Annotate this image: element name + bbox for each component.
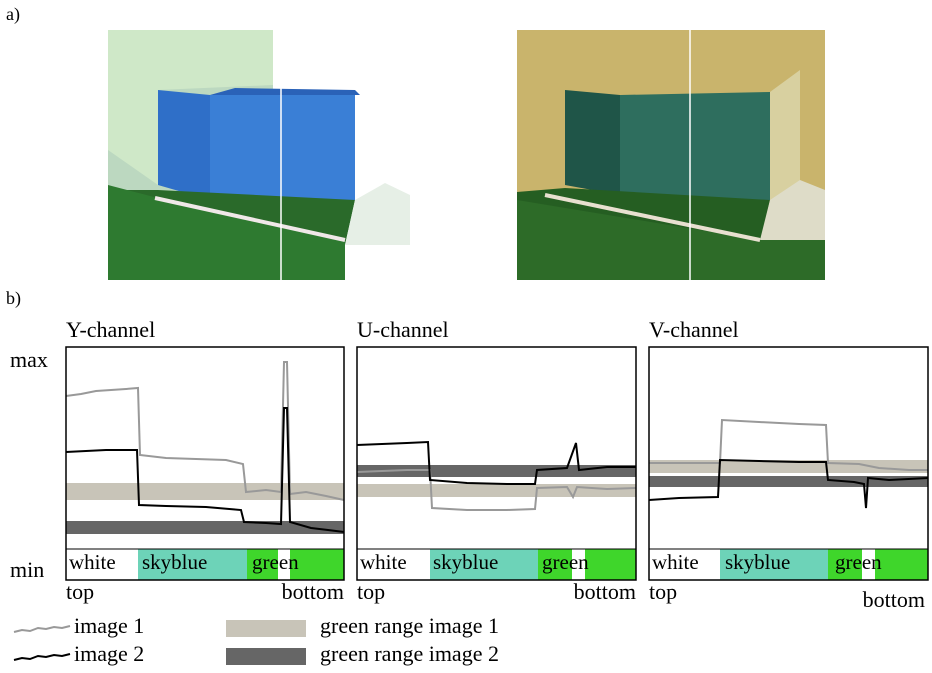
legend-swatch-1 [226,620,306,637]
curve-image-2 [66,408,344,532]
legend-label: green range image 2 [320,641,499,666]
legend-line-1 [14,626,70,632]
photo-2 [517,30,825,280]
green-range-2 [66,521,344,534]
label-bottom: bottom [574,579,636,604]
segment-label: skyblue [142,550,207,574]
panel: U-channel white skyblue green top bottom [357,317,636,604]
segment-label: skyblue [725,550,790,574]
photo-1 [108,30,410,280]
axis-max: max [10,347,48,372]
blue-wall [210,90,355,200]
green-range-2 [649,476,928,487]
figure: a) b) max min Y-channel [0,0,932,673]
label-top: top [357,579,385,604]
label-a: a) [6,4,20,25]
blue-wall [158,90,210,200]
panel: Y-channel white skyblue green top bottom [66,317,344,604]
curve-image-2 [357,442,636,484]
teal-wall [620,92,770,200]
panel: V-channel white skyblue green top bottom [649,317,928,612]
curve-image-1 [66,362,344,500]
label-bottom: bottom [282,579,344,604]
panel-frame [357,347,636,580]
segment-label: white [69,550,116,574]
legend-swatch-2 [226,648,306,665]
label-top: top [66,579,94,604]
segment-label: green [542,550,589,574]
panel-title: V-channel [649,317,739,342]
panel-frame [66,347,344,580]
legend-line-2 [14,654,70,660]
segment-label: green [835,550,882,574]
legend-label: image 1 [74,613,144,638]
label-bottom: bottom [863,587,925,612]
segment-label: skyblue [433,550,498,574]
segment-label: green [252,550,299,574]
segment-label: white [652,550,699,574]
legend-label: green range image 1 [320,613,499,638]
label-b: b) [6,288,21,309]
legend-label: image 2 [74,641,144,666]
blue-wall-top [210,88,360,95]
segment-green [875,549,928,580]
axis-min: min [10,557,44,582]
segment-label: white [360,550,407,574]
label-top: top [649,579,677,604]
teal-wall [565,90,620,195]
panel-title: U-channel [357,317,449,342]
green-range-1 [357,484,636,497]
segment-green [585,549,636,580]
panel-title: Y-channel [66,317,155,342]
